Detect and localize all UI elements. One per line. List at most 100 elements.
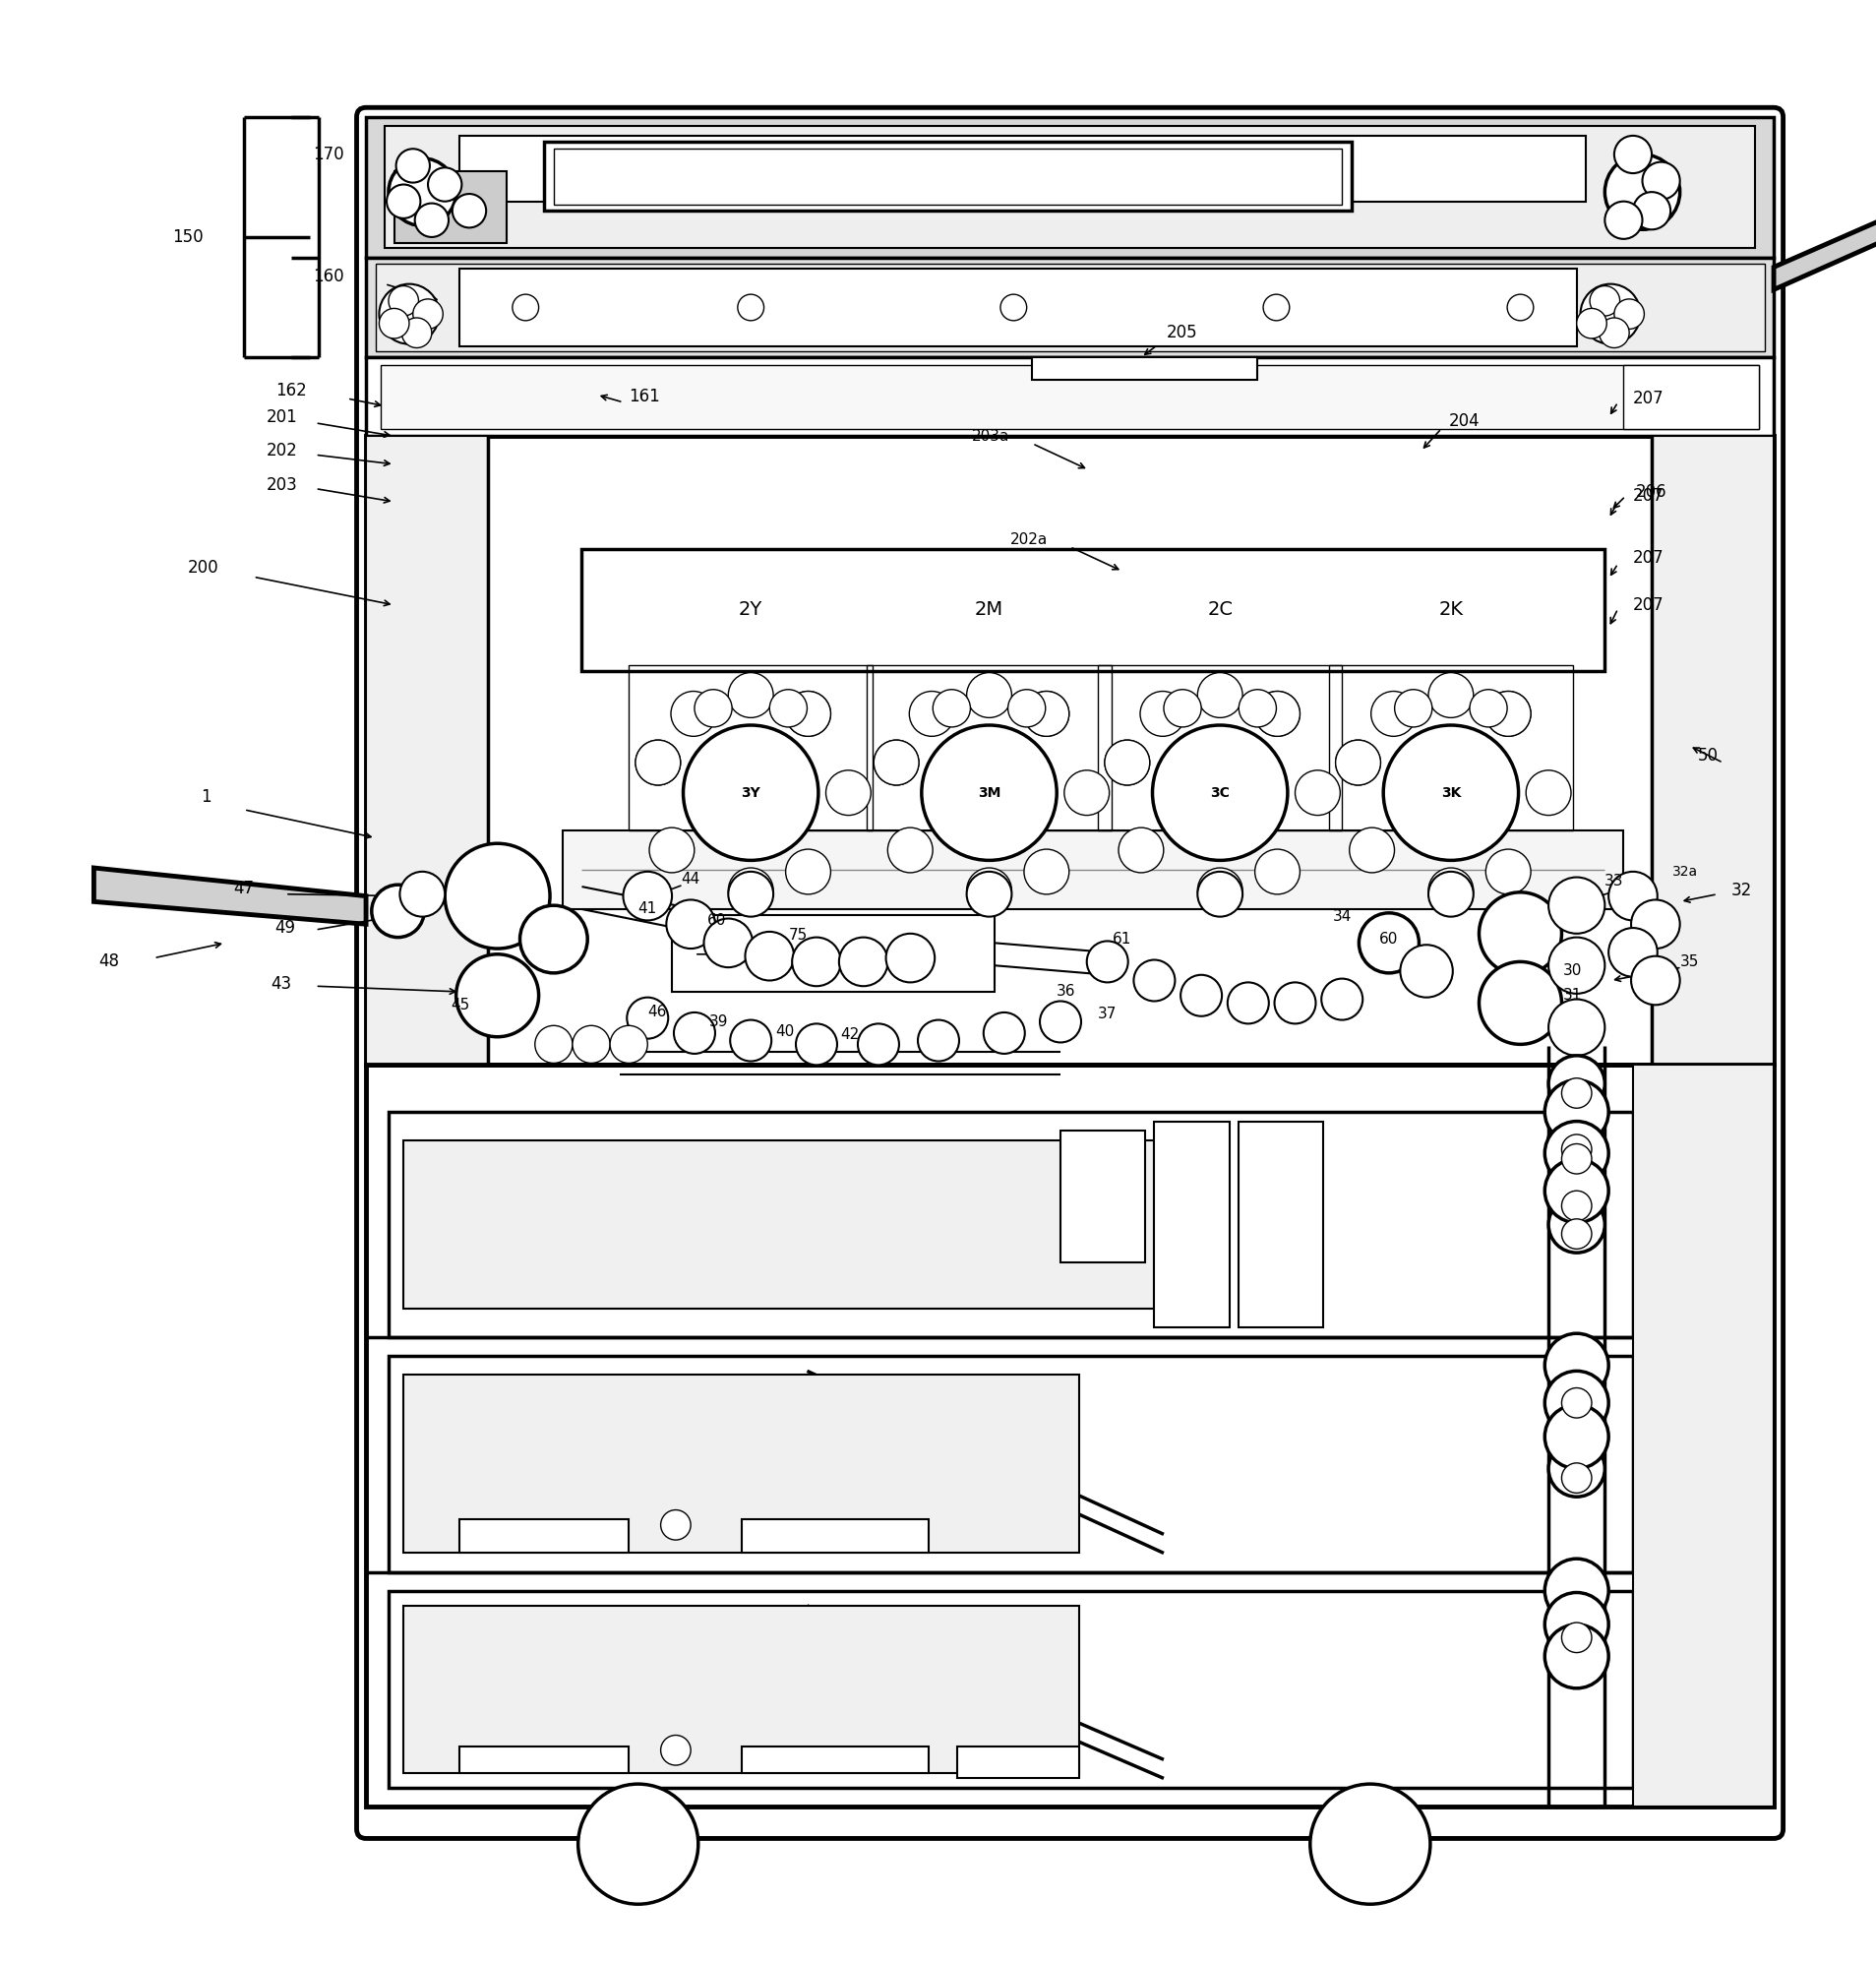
Circle shape	[683, 726, 818, 861]
Circle shape	[452, 194, 486, 227]
Circle shape	[520, 906, 587, 973]
Circle shape	[839, 937, 887, 986]
Circle shape	[1576, 308, 1606, 339]
Circle shape	[1525, 771, 1570, 816]
Circle shape	[1548, 1365, 1604, 1422]
Circle shape	[1369, 692, 1415, 735]
Circle shape	[1118, 828, 1163, 873]
Text: 2C: 2C	[1206, 600, 1233, 620]
Circle shape	[636, 739, 681, 784]
Circle shape	[921, 726, 1056, 861]
Circle shape	[966, 871, 1011, 916]
Circle shape	[512, 294, 538, 320]
Bar	[375, 263, 1763, 351]
Circle shape	[1255, 692, 1300, 735]
Polygon shape	[1773, 202, 1876, 290]
Text: 42: 42	[840, 1028, 859, 1043]
Bar	[381, 365, 1758, 429]
Circle shape	[1642, 163, 1679, 200]
Bar	[1632, 1065, 1773, 1806]
Circle shape	[1349, 828, 1394, 873]
Circle shape	[1544, 1122, 1608, 1184]
Text: 201: 201	[266, 408, 296, 426]
Text: 150: 150	[173, 227, 203, 245]
Text: 200: 200	[188, 559, 218, 577]
Circle shape	[885, 933, 934, 982]
Circle shape	[966, 869, 1011, 914]
Bar	[1328, 665, 1572, 830]
Circle shape	[792, 937, 840, 986]
Circle shape	[1321, 979, 1362, 1020]
Circle shape	[1163, 690, 1201, 728]
Circle shape	[874, 739, 919, 784]
Circle shape	[1580, 284, 1640, 343]
Circle shape	[1309, 1785, 1430, 1904]
Circle shape	[1604, 202, 1642, 239]
Text: 3M: 3M	[977, 786, 1000, 800]
FancyBboxPatch shape	[356, 108, 1782, 1839]
Bar	[388, 1112, 1632, 1337]
Bar	[553, 149, 1341, 206]
Circle shape	[1561, 1622, 1591, 1653]
Bar	[403, 1375, 1079, 1553]
Polygon shape	[94, 869, 366, 924]
Circle shape	[966, 673, 1011, 718]
Bar	[385, 126, 1754, 249]
Circle shape	[1000, 294, 1026, 320]
Circle shape	[1428, 673, 1473, 718]
Text: 204: 204	[1448, 412, 1478, 429]
Circle shape	[1064, 771, 1109, 816]
Text: 34: 34	[1332, 910, 1351, 924]
Circle shape	[1024, 849, 1069, 894]
Bar	[563, 830, 1623, 910]
Circle shape	[1486, 849, 1531, 894]
Circle shape	[737, 294, 764, 320]
Circle shape	[1024, 692, 1069, 735]
Circle shape	[874, 739, 919, 784]
Text: 203: 203	[266, 477, 296, 494]
Text: 32a: 32a	[1672, 865, 1698, 879]
Circle shape	[704, 918, 752, 967]
Circle shape	[786, 692, 831, 735]
Text: 2K: 2K	[1437, 600, 1463, 620]
Circle shape	[627, 998, 668, 1039]
Circle shape	[660, 1510, 690, 1539]
Circle shape	[825, 771, 870, 816]
Bar	[957, 1747, 1079, 1779]
Circle shape	[388, 159, 456, 226]
Bar	[394, 171, 507, 243]
Text: 41: 41	[638, 902, 657, 916]
Circle shape	[1133, 959, 1174, 1002]
Circle shape	[1197, 673, 1242, 718]
Circle shape	[428, 167, 461, 202]
Circle shape	[1548, 1122, 1604, 1179]
Circle shape	[730, 1020, 771, 1061]
Circle shape	[1544, 1592, 1608, 1657]
Text: 50: 50	[1696, 747, 1718, 765]
Text: 48: 48	[98, 953, 120, 971]
Bar	[672, 914, 994, 992]
Circle shape	[1548, 1112, 1604, 1169]
Circle shape	[1548, 877, 1604, 933]
Circle shape	[1336, 739, 1381, 784]
Circle shape	[795, 1024, 837, 1065]
Bar	[544, 141, 1351, 210]
Circle shape	[649, 828, 694, 873]
Circle shape	[1486, 692, 1531, 735]
Circle shape	[396, 149, 430, 182]
Circle shape	[1604, 155, 1679, 229]
Bar	[867, 665, 1111, 830]
Circle shape	[1548, 1169, 1604, 1224]
Circle shape	[728, 869, 773, 914]
Circle shape	[932, 690, 970, 728]
Circle shape	[1630, 900, 1679, 949]
Text: 33: 33	[1604, 873, 1623, 888]
Circle shape	[1548, 1441, 1604, 1496]
Circle shape	[1544, 1333, 1608, 1398]
Circle shape	[415, 204, 448, 237]
Bar	[628, 665, 872, 830]
Circle shape	[1548, 937, 1604, 994]
Text: 30: 30	[1563, 963, 1581, 979]
Text: 39: 39	[709, 1014, 728, 1030]
Circle shape	[445, 843, 550, 949]
